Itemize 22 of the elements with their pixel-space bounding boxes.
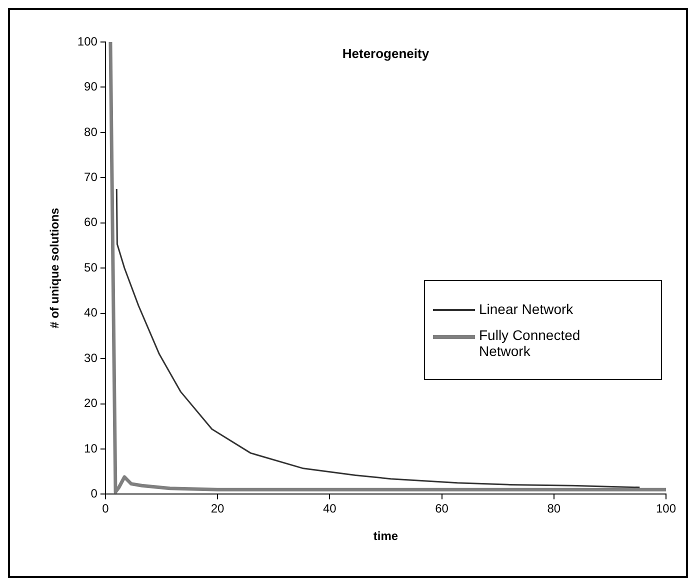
y-tick-label: 70 (84, 170, 98, 184)
chart-title: Heterogeneity (342, 46, 430, 62)
legend-label: Linear Network (479, 301, 574, 317)
legend-label: Fully Connected Network (479, 327, 582, 359)
x-tick-label: 0 (102, 502, 110, 516)
y-tick-label: 100 (77, 34, 98, 48)
x-tick-label: 60 (435, 502, 449, 516)
y-tick-label: 80 (84, 124, 98, 139)
y-tick-label: 20 (84, 396, 98, 410)
y-tick-label: 90 (84, 80, 98, 94)
y-tick-label: 60 (84, 215, 98, 230)
x-tick-label: 20 (210, 502, 225, 516)
y-tick-label: 30 (84, 350, 98, 365)
y-tick-label: 0 (90, 486, 98, 501)
x-tick-label: 100 (656, 502, 676, 516)
y-tick-label: 10 (84, 441, 98, 456)
y-axis-title: # of unique solutions (48, 207, 62, 328)
x-tick-label: 80 (547, 502, 561, 516)
y-tick-label: 40 (84, 306, 98, 320)
y-tick-label: 50 (84, 260, 98, 274)
x-tick-label: 40 (322, 502, 337, 516)
x-axis-title: time (373, 529, 398, 544)
